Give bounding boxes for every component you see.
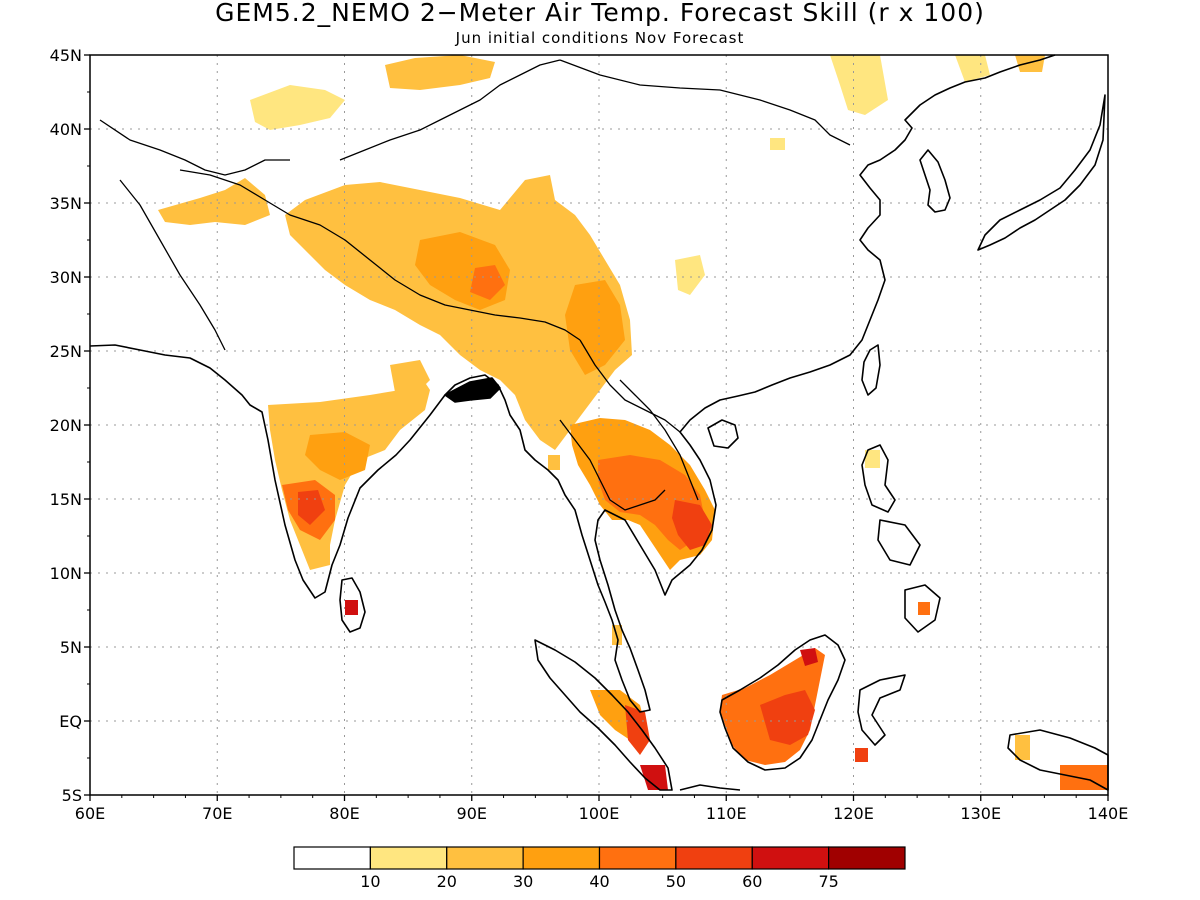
y-tick-label: 20N [50, 416, 82, 435]
colorbar-label: 40 [589, 872, 609, 891]
skill-region-24 [640, 765, 668, 790]
y-tick-label: 40N [50, 120, 82, 139]
coastline-philippines-mid [877, 519, 921, 566]
colorbar-label: 75 [818, 872, 838, 891]
border-afghanistan [99, 119, 290, 176]
map-subtitle: Jun initial conditions Nov Forecast [455, 29, 745, 47]
skill-region-9 [1015, 55, 1045, 72]
colorbar-label: 30 [513, 872, 533, 891]
skill-region-10 [675, 255, 705, 295]
x-tick-label: 140E [1088, 804, 1129, 823]
border-mongolia [559, 59, 851, 146]
colorbar-swatch [828, 846, 906, 870]
skill-region-5 [385, 55, 495, 90]
skill-region-30 [865, 450, 880, 468]
skill-region-7 [830, 55, 888, 115]
colorbar-swatch [598, 846, 677, 870]
border-china-west [339, 59, 561, 161]
border-india-north [179, 169, 581, 341]
colorbar-label: 60 [742, 872, 762, 891]
x-tick-label: 130E [960, 804, 1001, 823]
coastlines [89, 54, 1109, 791]
coastline-japan [977, 94, 1106, 251]
colorbar-swatch [446, 846, 524, 870]
colorbar: 10 20 30 40 50 60 75 [293, 846, 906, 891]
x-tick-label: 120E [833, 804, 874, 823]
skill-region-23 [625, 705, 650, 755]
skill-region-25 [345, 600, 358, 615]
grid-lines [90, 55, 1108, 795]
x-tick-label: 100E [579, 804, 620, 823]
y-tick-label: 10N [50, 564, 82, 583]
skill-region-18 [672, 500, 712, 550]
coastline-luzon [861, 444, 896, 513]
skill-region-3 [470, 265, 505, 300]
skill-region-0 [285, 175, 632, 450]
coastline-korea [919, 149, 951, 213]
skill-region-20 [760, 690, 815, 745]
border-indochina [579, 339, 681, 433]
coastline-sulawesi [857, 674, 906, 746]
coastline-java [679, 784, 741, 791]
x-tick-label: 110E [706, 804, 747, 823]
colorbar-swatch [751, 846, 830, 870]
x-tick-label: 80E [329, 804, 359, 823]
coastline-taiwan [861, 344, 881, 396]
colorbar-swatch [522, 846, 601, 870]
skill-region-32 [548, 455, 560, 470]
coastline-mainland [89, 54, 1056, 713]
y-tick-label: 15N [50, 490, 82, 509]
colorbar-label: 10 [360, 872, 380, 891]
y-tick-label: EQ [59, 712, 82, 731]
skill-region-6 [250, 85, 345, 130]
skill-region-26 [918, 602, 930, 615]
skill-region-33 [770, 138, 785, 150]
y-tick-label: 30N [50, 268, 82, 287]
coastline-mindanao [904, 584, 941, 633]
skill-region-29 [1015, 735, 1030, 760]
y-tick-label: 45N [50, 46, 82, 65]
skill-region-27 [855, 748, 868, 762]
skill-region-12 [390, 360, 430, 395]
skill-region-4 [158, 178, 270, 225]
coastline-newguinea [1007, 729, 1109, 791]
skill-region-15 [298, 490, 325, 525]
skill-region-13 [305, 432, 370, 480]
y-tick-label: 35N [50, 194, 82, 213]
y-tick-label: 5S [62, 786, 82, 805]
skill-fill-layer [158, 55, 1108, 790]
colorbar-swatch [293, 846, 371, 870]
map-title: GEM5.2_NEMO 2−Meter Air Temp. Forecast S… [215, 0, 985, 27]
border-vietnam [619, 379, 699, 501]
coastline-borneo [719, 634, 846, 771]
x-tick-label: 70E [202, 804, 232, 823]
colorbar-label: 50 [666, 872, 686, 891]
border-thailand [559, 419, 666, 511]
border-pakistan [119, 179, 226, 351]
skill-region-21 [800, 648, 818, 666]
colorbar-swatch [675, 846, 753, 870]
axis-ticks: 60E 70E 80E 90E 100E 110E 120E 130E 140E 45N 40N 35… [50, 46, 1129, 823]
skill-region-8 [955, 55, 990, 82]
colorbar-label: 20 [437, 872, 457, 891]
coastline-sumatra [534, 639, 673, 791]
x-tick-label: 90E [457, 804, 487, 823]
coastline-hainan [707, 419, 739, 449]
y-tick-label: 5N [60, 638, 82, 657]
colorbar-swatch [369, 846, 448, 870]
bangladesh-delta [444, 377, 501, 403]
x-tick-label: 60E [75, 804, 105, 823]
y-tick-label: 25N [50, 342, 82, 361]
coastline-srilanka [339, 577, 366, 633]
